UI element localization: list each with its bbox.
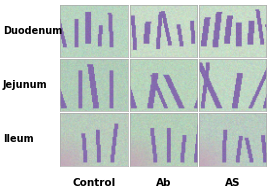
Text: Control: Control <box>72 178 116 188</box>
Text: Jejunum: Jejunum <box>3 80 47 90</box>
Text: AS: AS <box>225 178 240 188</box>
Text: Ab: Ab <box>156 178 171 188</box>
Text: Duodenum: Duodenum <box>3 26 62 36</box>
Text: Ileum: Ileum <box>3 134 33 144</box>
